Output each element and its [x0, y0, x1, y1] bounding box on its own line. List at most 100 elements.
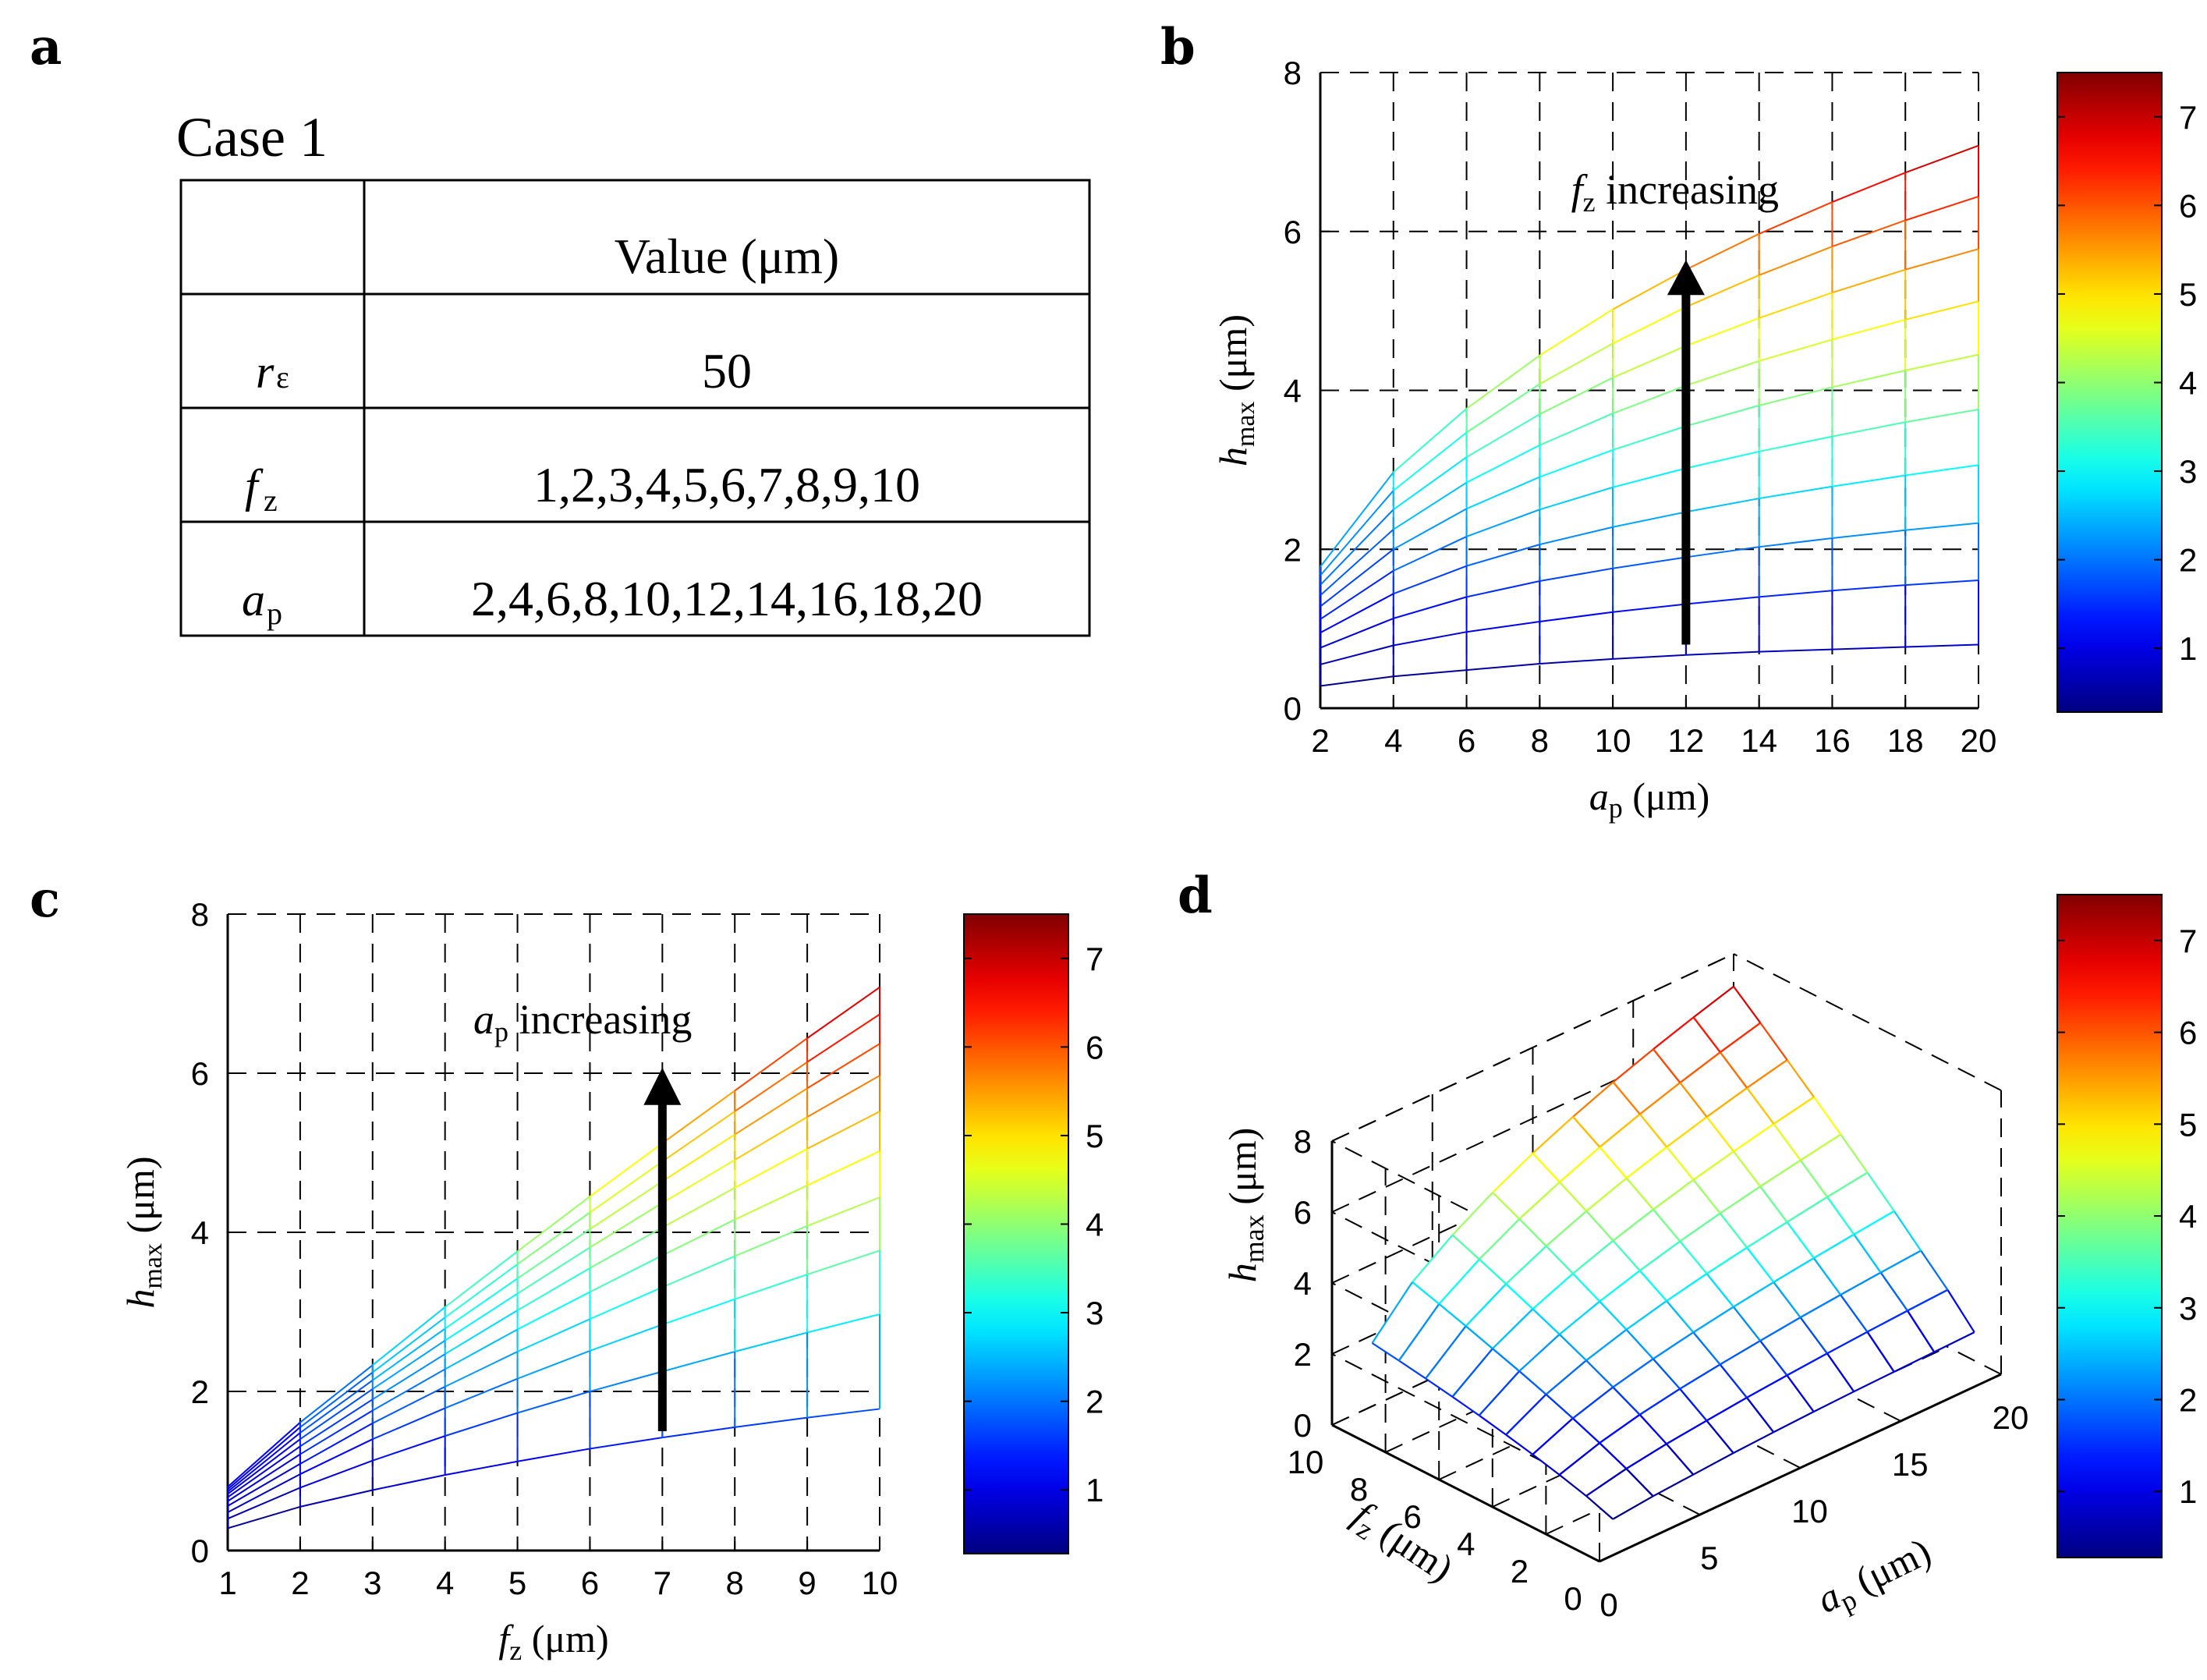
- surface-edge: [1451, 1395, 1480, 1416]
- series-segment: [661, 1255, 735, 1288]
- surface-edge: [1679, 1240, 1708, 1274]
- y-tick-label: 4: [1284, 373, 1302, 409]
- series-segment: [1393, 408, 1468, 473]
- surface-edge: [1572, 1417, 1600, 1444]
- colorbar-tick-label: 7: [1086, 941, 1104, 977]
- series-segment: [590, 1286, 663, 1320]
- series-segment: [734, 1148, 808, 1189]
- surface-edge: [1800, 1133, 1841, 1161]
- surface-edge: [1479, 1258, 1507, 1285]
- table-row-symbol-sub: p: [267, 596, 282, 631]
- surface-edge: [1505, 1283, 1534, 1310]
- ap-tick-label: 10: [1791, 1493, 1828, 1529]
- series-segment: [589, 1254, 663, 1293]
- series-segment: [1539, 486, 1614, 511]
- surface-face: [1465, 1284, 1533, 1349]
- surface-edge: [1799, 1317, 1828, 1354]
- series-segment: [227, 1473, 301, 1513]
- x-axis-label: fz (μm): [498, 1617, 608, 1666]
- surface-face: [1586, 1178, 1653, 1241]
- surface-edge: [1653, 1331, 1694, 1360]
- surface-edge: [1679, 1082, 1708, 1118]
- surface-edge: [1412, 1234, 1454, 1283]
- surface-edge: [1492, 1348, 1520, 1372]
- surface-face: [1492, 1309, 1560, 1371]
- surface-edge: [1692, 1306, 1734, 1334]
- z-tick-label: 0: [1294, 1407, 1312, 1444]
- surface-edge: [1585, 1359, 1614, 1388]
- surface-face: [1653, 1179, 1720, 1242]
- surface-edge: [1786, 1352, 1828, 1377]
- surface-edge: [1532, 1453, 1560, 1476]
- surface-edge: [1599, 1147, 1628, 1179]
- table-title: Case 1: [176, 106, 328, 168]
- z-tick-label: 8: [1294, 1123, 1312, 1160]
- increase-arrow-head: [643, 1067, 682, 1105]
- x-tick-label: 12: [1668, 722, 1705, 759]
- surface-edge: [1759, 1022, 1788, 1061]
- surface-face: [1653, 1332, 1720, 1389]
- series-segment: [589, 1202, 663, 1249]
- surface-edge: [1840, 1294, 1869, 1333]
- surface-edge: [1733, 1123, 1775, 1153]
- surface-face: [1586, 1329, 1653, 1388]
- series-segment: [734, 1184, 808, 1221]
- surface-edge: [1733, 986, 1762, 1024]
- series-segment: [372, 1317, 446, 1373]
- surface-face: [1519, 1182, 1587, 1246]
- surface-edge: [1545, 1359, 1587, 1395]
- series-segment: [227, 1438, 301, 1495]
- series-segment: [517, 1448, 590, 1462]
- surface-edge: [1398, 1303, 1440, 1362]
- surface-edge: [1585, 1468, 1628, 1497]
- series-segment: [299, 1409, 374, 1455]
- series-segment: [806, 1196, 880, 1227]
- surface-edge: [1371, 1281, 1413, 1344]
- surface-face: [1693, 986, 1761, 1053]
- grid-line: [1331, 1353, 1600, 1491]
- series-segment: [1759, 386, 1833, 406]
- surface-edge: [1826, 1352, 1855, 1392]
- surface-edge: [1612, 1386, 1641, 1416]
- series-segment: [806, 1043, 880, 1090]
- surface-edge: [1612, 1239, 1641, 1271]
- series-segment: [517, 1318, 590, 1352]
- x-tick-label: 5: [508, 1565, 526, 1601]
- table-row-symbol-sub: z: [264, 483, 278, 518]
- series-segment: [735, 1416, 808, 1428]
- colorbar-tick-label: 5: [1086, 1118, 1104, 1154]
- series-segment: [806, 987, 880, 1039]
- series-segment: [1905, 522, 1979, 531]
- series-segment: [1759, 435, 1833, 452]
- surface-edge: [1692, 1150, 1734, 1181]
- surface-edge: [1518, 1370, 1547, 1395]
- series-segment: [516, 1196, 591, 1253]
- series-segment: [1685, 596, 1759, 605]
- series-segment: [227, 1422, 301, 1488]
- surface-edge: [1451, 1192, 1493, 1236]
- series-segment: [1832, 219, 1906, 248]
- surface-edge: [1759, 1340, 1788, 1377]
- colorbar-b: [2056, 72, 2163, 713]
- series-segment: [372, 1339, 446, 1390]
- series-segment: [1320, 471, 1394, 568]
- y-tick-label: 4: [191, 1214, 209, 1251]
- colorbar-tick-label: 1: [2179, 1473, 2197, 1510]
- series-segment: [227, 1462, 301, 1507]
- surface-edge: [1826, 1196, 1855, 1235]
- surface-face: [1626, 1147, 1694, 1210]
- surface-edge: [1639, 1388, 1681, 1416]
- series-segment: [227, 1445, 301, 1498]
- surface-edge: [1612, 1495, 1654, 1520]
- surface-edge: [1773, 1281, 1801, 1318]
- x-tick-label: 9: [798, 1565, 816, 1601]
- surface-edge: [1692, 1331, 1721, 1366]
- series-segment: [1320, 675, 1394, 687]
- parameter-table: Case 1 Value (μm) r ε 50 f z 1,2,3,4,5,6…: [176, 106, 1091, 637]
- surface-edge: [1438, 1303, 1467, 1327]
- series-segment: [734, 1116, 808, 1161]
- series-segment: [734, 1225, 808, 1257]
- series-segment: [806, 1075, 880, 1118]
- surface-edge: [1786, 1221, 1815, 1259]
- surface-edge: [1612, 1081, 1641, 1115]
